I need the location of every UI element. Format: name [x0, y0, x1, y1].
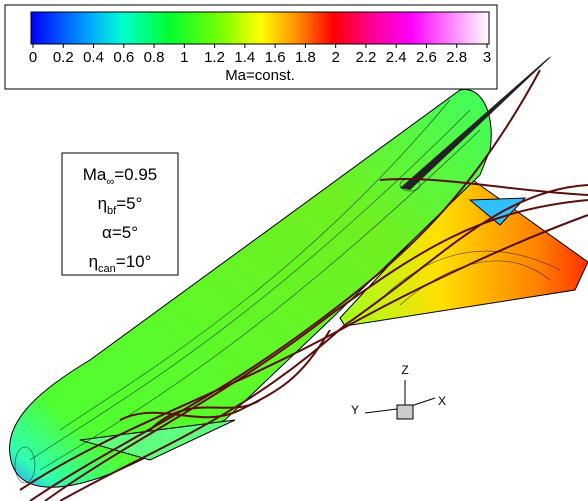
- value: =0.95: [114, 165, 157, 184]
- colorbar: [31, 12, 489, 44]
- axis-triad: Z Y X: [351, 363, 446, 419]
- tick-label: 2.6: [416, 49, 437, 66]
- symbol: α: [102, 223, 112, 242]
- tick-label: 2.2: [356, 49, 377, 66]
- tick-label: 1.8: [295, 49, 316, 66]
- tick-label: 1: [180, 49, 188, 66]
- subscript: ∞: [106, 176, 114, 188]
- tick-label: 0.2: [53, 49, 74, 66]
- tick-label: 0.4: [83, 49, 104, 66]
- symbol: Ma: [83, 165, 107, 184]
- axis-y: Y: [351, 403, 359, 417]
- symbol: η: [98, 194, 107, 213]
- value: =5°: [116, 194, 142, 213]
- figure: 0 0.2 0.4 0.6 0.8 1 1.2 1.4 1.6 1.8 2 2.2 2.4 2.6 2.8 3…: [0, 0, 588, 501]
- tick-label: 1.2: [204, 49, 225, 66]
- axis-x: X: [438, 394, 446, 408]
- value: =10°: [116, 252, 152, 271]
- subscript: can: [98, 263, 116, 275]
- tick-label: 2.8: [446, 49, 467, 66]
- tick-label: 0: [29, 49, 37, 66]
- tick-label: 0.8: [144, 49, 165, 66]
- tick-label: 1.4: [234, 49, 255, 66]
- tick-label: 2: [331, 49, 339, 66]
- tick-label: 0.6: [113, 49, 134, 66]
- tick-label: 2.4: [386, 49, 407, 66]
- annotation-line: α=5°: [102, 223, 138, 242]
- tick-label: 3: [483, 49, 491, 66]
- axis-z: Z: [401, 363, 408, 377]
- tick-label: 1.6: [265, 49, 286, 66]
- colorbar-title: Ma=const.: [225, 67, 295, 84]
- symbol: η: [89, 252, 98, 271]
- value: =5°: [112, 223, 138, 242]
